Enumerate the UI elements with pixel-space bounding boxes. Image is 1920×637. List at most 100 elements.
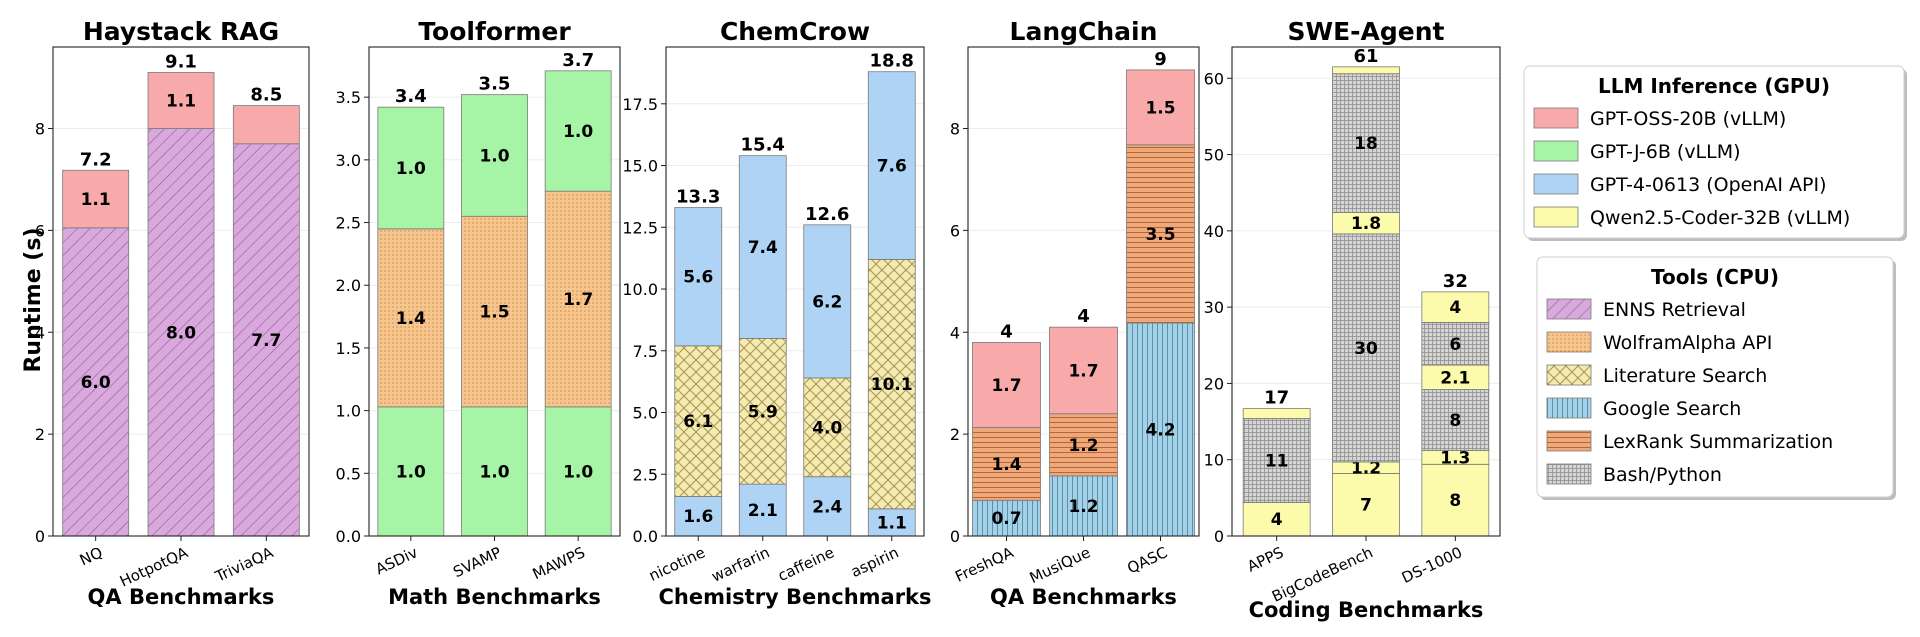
legend-label: LexRank Summarization xyxy=(1603,431,1833,453)
segment-value-label: 1.0 xyxy=(479,462,509,482)
x-tick-label: QASC xyxy=(1124,543,1170,577)
segment-value-label: 1.0 xyxy=(396,462,426,482)
segment-value-label: 6.1 xyxy=(683,412,713,432)
legend-label: Bash/Python xyxy=(1603,464,1722,486)
y-tick-label: 3.0 xyxy=(336,151,361,170)
bar-total-label: 7.2 xyxy=(80,149,112,170)
x-axis-label: Chemistry Benchmarks xyxy=(658,585,931,609)
segment-value-label: 11 xyxy=(1265,451,1289,471)
panel-5: SWE-Agent 4 11 17 APPS 7 1.2 30 1.8 18 61 BigCodeBe… xyxy=(1204,17,1501,622)
bar-segment-wolfram xyxy=(461,215,528,408)
segment-value-label: 4 xyxy=(1271,510,1283,530)
y-tick-label: 2.5 xyxy=(336,214,361,233)
bar-segment-qwen xyxy=(1242,408,1311,419)
y-axis-label: Runtime (s) xyxy=(21,227,46,372)
plot-frame xyxy=(1231,46,1501,537)
panel-title: ChemCrow xyxy=(720,17,870,46)
y-tick-label: 0.0 xyxy=(633,527,658,546)
y-tick-label: 5.0 xyxy=(633,404,658,423)
bar-total-label: 18.8 xyxy=(870,51,914,72)
bar-segment-gpt_oss xyxy=(232,105,300,145)
bar-segment-gpt4 xyxy=(674,496,723,537)
y-tick-label: 3.5 xyxy=(336,88,361,107)
y-tick-label: 10 xyxy=(1204,451,1224,470)
plot-frame xyxy=(368,46,621,537)
segment-value-label: 1.1 xyxy=(81,190,111,210)
legend-label: WolframAlpha API xyxy=(1603,332,1772,354)
y-tick-label: 0 xyxy=(35,527,45,546)
bar-segment-qwen xyxy=(1421,364,1490,390)
y-tick-label: 1.0 xyxy=(336,402,361,421)
x-axis-label: QA Benchmarks xyxy=(88,585,275,609)
bar-segment-bash xyxy=(1421,321,1490,366)
bar-total-label: 4 xyxy=(1077,306,1090,327)
legend-box xyxy=(1536,256,1894,498)
bar-total-label: 3.4 xyxy=(395,86,427,107)
bar-total-label: 32 xyxy=(1443,271,1468,292)
legend-box xyxy=(1523,65,1905,239)
segment-value-label: 1.2 xyxy=(1068,497,1098,517)
bar-segment-gpt4 xyxy=(803,224,852,379)
segment-value-label: 7 xyxy=(1360,496,1372,516)
x-tick-label: SVAMP xyxy=(450,543,504,581)
bar-segment-lit xyxy=(674,345,723,497)
bar-segment-gpt4 xyxy=(803,476,852,537)
bar-segment-qwen xyxy=(1242,502,1311,537)
bar-segment-gpt4 xyxy=(867,71,916,260)
bar-total-label: 4 xyxy=(1000,321,1013,342)
y-tick-label: 4 xyxy=(950,323,960,342)
segment-value-label: 5.6 xyxy=(683,268,713,288)
legend-label: GPT-OSS-20B (vLLM) xyxy=(1590,108,1786,130)
bar-segment-gpt_j xyxy=(544,406,612,537)
bar-segment-qwen xyxy=(1332,66,1400,75)
segment-value-label: 2.1 xyxy=(748,501,778,521)
segment-value-label: 1.2 xyxy=(1351,459,1381,479)
segment-value-label: 7.7 xyxy=(251,331,281,351)
y-tick-label: 8 xyxy=(950,120,960,139)
x-tick-label: TriviaQA xyxy=(212,543,277,586)
y-tick-label: 12.5 xyxy=(622,218,658,237)
segment-value-label: 7.4 xyxy=(748,238,778,258)
segment-value-label: 1.1 xyxy=(166,91,196,111)
segment-value-label: 7.6 xyxy=(877,157,907,177)
y-tick-label: 15.0 xyxy=(622,157,658,176)
y-tick-label: 1.5 xyxy=(336,339,361,358)
legend-title: LLM Inference (GPU) xyxy=(1598,74,1830,98)
y-tick-label: 7.5 xyxy=(633,342,658,361)
bar-segment-gpt4 xyxy=(738,155,787,339)
bar-segment-lit xyxy=(867,258,916,510)
bar-segment-bash xyxy=(1332,73,1400,213)
legend-label: GPT-J-6B (vLLM) xyxy=(1590,141,1741,163)
bar-total-label: 17 xyxy=(1264,388,1289,409)
bar-segment-wolfram xyxy=(544,190,612,408)
legend-gpu: LLM Inference (GPU) GPT-OSS-20B (vLLM) GPT… xyxy=(1523,65,1907,241)
x-tick-label: ASDiv xyxy=(373,543,421,578)
panel-2: Toolformer 1.0 1.4 1.0 3.4 ASDiv 1.0 1.5 1.0 3.5 S… xyxy=(336,17,621,609)
y-tick-label: 0.0 xyxy=(336,527,361,546)
panel-title: SWE-Agent xyxy=(1288,17,1445,46)
segment-value-label: 1.5 xyxy=(1145,98,1175,118)
bar-total-label: 8.5 xyxy=(250,85,282,106)
segment-value-label: 1.0 xyxy=(563,462,593,482)
legend-swatch-lit xyxy=(1546,364,1592,386)
x-tick-label: FreshQA xyxy=(952,543,1016,586)
segment-value-label: 6.0 xyxy=(81,373,111,393)
bar-segment-gpt_oss xyxy=(147,72,215,129)
segment-value-label: 5.9 xyxy=(748,402,778,422)
legend-swatch-google xyxy=(1546,397,1592,419)
bar-segment-gpt_oss xyxy=(62,169,130,229)
x-tick-label: HotpotQA xyxy=(117,543,191,590)
segment-value-label: 8.0 xyxy=(166,323,196,343)
legend-swatch-gpt4 xyxy=(1533,173,1579,195)
bar-total-label: 3.5 xyxy=(479,74,511,95)
x-tick-label: DS-1000 xyxy=(1399,543,1465,587)
segment-value-label: 1.7 xyxy=(563,290,593,310)
y-tick-label: 0 xyxy=(1214,527,1224,546)
bar-segment-lit xyxy=(803,377,852,478)
y-tick-label: 40 xyxy=(1204,222,1224,241)
panel-title: Haystack RAG xyxy=(83,17,279,46)
y-tick-label: 17.5 xyxy=(622,95,658,114)
x-axis-label: Coding Benchmarks xyxy=(1249,598,1484,622)
segment-value-label: 2.1 xyxy=(1440,368,1470,388)
